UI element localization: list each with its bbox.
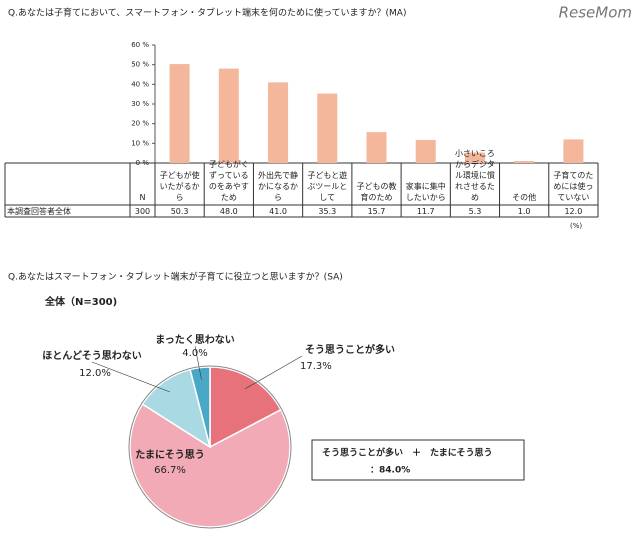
leader-line <box>194 345 202 380</box>
slice-value-label: 4.0% <box>182 348 207 359</box>
value-label: 5.3 <box>468 207 482 216</box>
chart-subtitle: 全体（N=300) <box>44 295 117 308</box>
bar <box>563 139 584 163</box>
bar <box>464 152 485 163</box>
leader-line <box>91 361 171 393</box>
slice-value-label: 12.0% <box>79 368 111 379</box>
value-label: 1.0 <box>517 207 531 216</box>
category-label: 子どもがぐずっているのをあやすため <box>208 160 249 202</box>
category-label: 子どもが使いたがるから <box>159 171 200 202</box>
slice-value-label: 66.7% <box>154 465 186 476</box>
pie-outline <box>128 365 292 529</box>
value-label: 35.3 <box>318 207 337 216</box>
table-header: N <box>139 193 146 202</box>
bar <box>366 132 387 163</box>
category-label: 家事に集中したいから <box>405 182 446 202</box>
slice-label: そう思うことが多い <box>305 343 395 356</box>
unit-note: (%) <box>570 222 582 230</box>
chart-title: Q.あなたはスマートフォン・タブレット端末が子育てに役立つと思いますか？(SA) <box>8 271 343 283</box>
slice-label: たまにそう思う <box>135 449 205 461</box>
bar <box>268 82 289 163</box>
y-tick-label: 20 % <box>131 120 149 128</box>
pie-slice <box>189 366 211 448</box>
slice-label: まったく思わない <box>155 334 235 346</box>
annotation-box <box>311 439 525 481</box>
y-tick-label: 40 % <box>131 80 149 88</box>
category-label: 子どもの教育のため <box>356 182 397 202</box>
y-tick-label: 10 % <box>131 139 149 147</box>
value-label: 12.0 <box>564 207 583 216</box>
pie-slice <box>129 403 291 528</box>
value-label: 41.0 <box>269 207 287 216</box>
value-label: 11.7 <box>416 207 435 216</box>
pie-slice <box>141 368 212 449</box>
y-tick-label: 60 % <box>131 41 149 49</box>
annotation: ：84.0% <box>370 466 410 476</box>
slice-label: ほとんどそう思わない <box>42 349 141 362</box>
n-value: 300 <box>134 207 151 216</box>
category-label: 小さいころからデジタル環境に慣れさせるため <box>454 149 495 202</box>
category-label: 子どもと遊ぶツールとして <box>307 171 348 202</box>
row-label: 本調査回答者全体 <box>7 207 71 216</box>
bar <box>514 161 535 163</box>
y-tick-label: 50 % <box>131 61 149 69</box>
watermark: ReseMom <box>559 4 632 22</box>
value-label: 48.0 <box>219 207 238 216</box>
category-label: 子育てのためには使っていない <box>553 171 594 202</box>
leader-line <box>245 355 303 390</box>
y-tick-label: 30 % <box>131 100 149 108</box>
value-label: 50.3 <box>170 207 189 216</box>
slice-value-label: 17.3% <box>300 361 332 372</box>
pie-slice <box>209 366 282 449</box>
bar <box>218 68 239 163</box>
chart-title: Q.あなたは子育てにおいて、スマートフォン・タブレット端末を何のために使っていま… <box>8 7 406 19</box>
annotation: そう思うことが多い ＋ たまにそう思う <box>322 447 493 459</box>
category-label: その他 <box>512 193 537 202</box>
bar <box>169 64 190 163</box>
bar <box>317 93 338 163</box>
bar <box>415 139 436 163</box>
value-label: 15.7 <box>367 207 386 216</box>
category-label: 外出先で静かになるから <box>258 171 299 202</box>
